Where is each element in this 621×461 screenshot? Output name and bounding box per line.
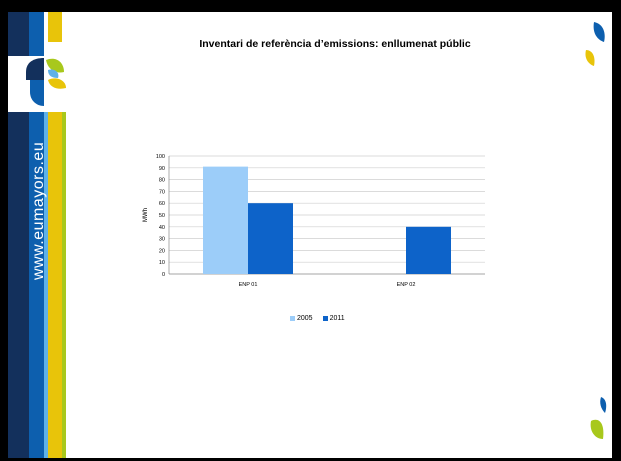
legend-label-2005: 2005	[297, 315, 313, 322]
chart-legend: 2005 2011	[290, 315, 345, 322]
bar-chart: 0 10 20 30 40 50 60 70 80 90 100 ENP 01 ENP 02 MWh	[143, 154, 485, 288]
sidebar-stripe-yellow-top	[48, 12, 62, 42]
frame-right	[612, 0, 621, 461]
legend-item-2005: 2005	[290, 315, 313, 322]
sidebar-stripe-navy-top	[8, 12, 29, 56]
slide-title: Inventari de referència d’emissions: enl…	[199, 38, 471, 50]
sidebar-stripe-blue	[29, 12, 44, 461]
website-label: www.eumayors.eu	[30, 141, 47, 280]
y-tick-label: 40	[159, 225, 165, 231]
sidebar-stripe-lime	[62, 12, 66, 461]
bar-2011-enp-02	[406, 226, 451, 274]
frame-left	[0, 0, 8, 461]
legend-swatch-2011	[322, 316, 328, 321]
y-tick-label: 70	[159, 189, 165, 195]
sidebar-stripe-lightblue	[44, 12, 48, 461]
y-tick-label: 50	[159, 213, 165, 219]
y-tick-label: 80	[159, 178, 165, 184]
bar-2005-enp-01	[203, 166, 248, 274]
y-tick-label: 60	[159, 201, 165, 207]
frame-top	[0, 0, 621, 12]
leaf-decoration-bottom-icon	[590, 397, 607, 439]
sidebar-stripe-yellow	[48, 12, 62, 461]
legend-item-2011: 2011	[322, 315, 345, 322]
y-tick-label: 10	[159, 260, 165, 266]
legend-label-2011: 2011	[329, 315, 345, 322]
x-tick-label: ENP 01	[239, 282, 258, 288]
y-axis-label: MWh	[143, 208, 149, 222]
legend-swatch-2005	[290, 316, 295, 321]
x-tick-label: ENP 02	[397, 282, 416, 288]
y-tick-label: 30	[159, 237, 165, 243]
frame-bottom	[0, 458, 621, 461]
y-tick-label: 100	[156, 154, 165, 160]
covenant-logo-icon	[26, 58, 66, 106]
bar-2011-enp-01	[248, 203, 293, 274]
sidebar-stripe-blue-top	[29, 12, 44, 56]
y-tick-label: 20	[159, 248, 165, 254]
y-tick-label: 90	[159, 166, 165, 172]
leaf-decoration-top-icon	[585, 22, 605, 66]
y-tick-label: 0	[162, 272, 165, 278]
sidebar-stripe-navy	[8, 12, 29, 461]
